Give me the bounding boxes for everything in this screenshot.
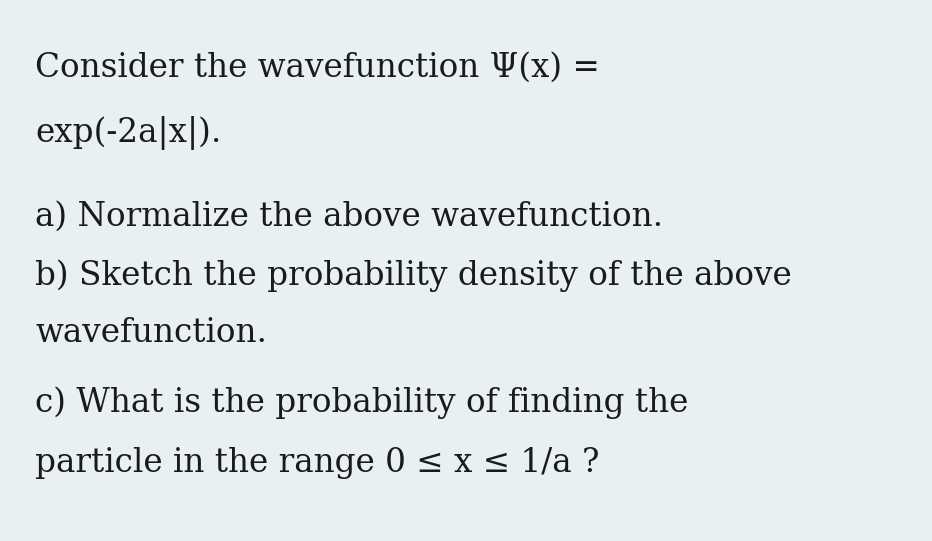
Text: particle in the range 0 ≤ x ≤ 1/a ?: particle in the range 0 ≤ x ≤ 1/a ? [35, 446, 600, 479]
Text: Consider the wavefunction Ψ(x) =: Consider the wavefunction Ψ(x) = [35, 51, 600, 84]
Text: c) What is the probability of finding the: c) What is the probability of finding th… [35, 387, 689, 419]
Text: wavefunction.: wavefunction. [35, 316, 267, 349]
Text: exp(-2a|x|).: exp(-2a|x|). [35, 116, 222, 149]
Text: a) Normalize the above wavefunction.: a) Normalize the above wavefunction. [35, 200, 664, 233]
Text: b) Sketch the probability density of the above: b) Sketch the probability density of the… [35, 260, 792, 292]
